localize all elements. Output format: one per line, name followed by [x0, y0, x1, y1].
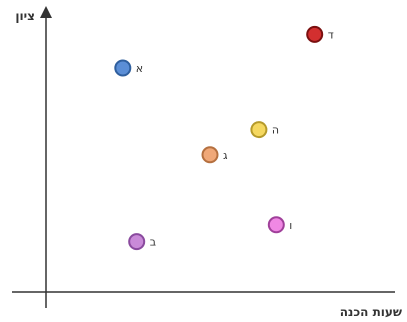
- data-point-3: [201, 146, 219, 164]
- point-label-3: ג: [223, 149, 228, 162]
- point-label-6: ו: [289, 219, 292, 232]
- point-label-2: ב: [150, 236, 156, 249]
- point-label-4: ד: [328, 28, 334, 41]
- data-point-2: [128, 233, 146, 251]
- data-point-4: [306, 25, 324, 43]
- point-label-5: ה: [272, 124, 279, 137]
- x-axis-label: שעות הכנה: [340, 305, 402, 319]
- data-point-5: [250, 121, 268, 139]
- data-points: א ב ג ד ה ו: [114, 25, 334, 251]
- point-label-1: א: [136, 62, 143, 75]
- data-point-6: [267, 216, 285, 234]
- data-point-1: [114, 59, 132, 77]
- y-axis-label: ציון: [15, 9, 35, 23]
